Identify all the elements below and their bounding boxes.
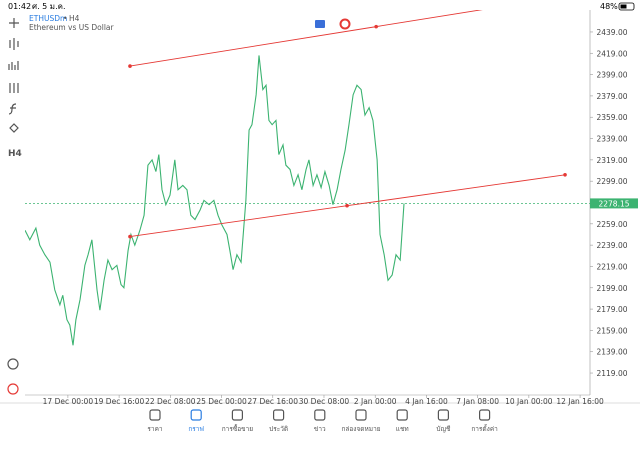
nav-label: ราคา — [147, 425, 162, 433]
y-tick-label: 2379.00 — [596, 92, 627, 101]
bottom-nav: ราคา กราฟ การซื้อขาย ประวัติ ข่าว กล่องจดหมาย… — [147, 409, 498, 433]
nav-label: กล่องจดหมาย — [341, 425, 380, 433]
nav-icon — [273, 409, 285, 421]
description: Ethereum vs US Dollar — [29, 23, 115, 32]
objects-tool[interactable] — [9, 123, 19, 133]
x-tick-label: 30 Dec 08:00 — [299, 397, 350, 406]
trendline-anchor — [128, 64, 132, 68]
price-tag — [590, 198, 638, 209]
nav-item[interactable]: การซื้อขาย — [222, 409, 253, 433]
nav-label: การซื้อขาย — [222, 424, 253, 433]
y-tick-label: 2399.00 — [596, 71, 627, 80]
trade-icon[interactable] — [315, 20, 325, 28]
status-battery: 48% — [600, 2, 618, 11]
timeframe: H4 — [69, 14, 80, 23]
function-tool[interactable] — [8, 103, 17, 115]
timeframe-button[interactable]: H4 — [8, 149, 22, 159]
trendline-anchor — [374, 24, 378, 29]
trendline-anchor — [345, 203, 349, 208]
y-tick-label: 2419.00 — [596, 49, 627, 58]
nav-item[interactable]: แชท — [396, 409, 409, 433]
nav-item[interactable]: กราฟ — [188, 409, 204, 433]
trendline-anchor — [563, 172, 567, 177]
y-tick-label: 2159.00 — [596, 326, 627, 335]
x-tick-label: 17 Dec 00:00 — [43, 397, 94, 406]
x-tick-label: 22 Dec 08:00 — [145, 397, 196, 406]
x-tick-label: 7 Jan 08:00 — [456, 397, 499, 406]
nav-icon — [396, 409, 408, 421]
trendline — [129, 10, 483, 67]
nav-item[interactable]: กล่องจดหมาย — [341, 409, 381, 433]
x-tick-label: 10 Jan 00:00 — [505, 397, 553, 406]
crosshair-tool[interactable] — [9, 18, 19, 28]
x-tick-label: 2 Jan 00:00 — [354, 397, 397, 406]
battery-level — [620, 4, 627, 9]
nav-label: บัญชี — [436, 425, 451, 433]
nav-label: กราฟ — [188, 425, 204, 433]
status-date: ศ. 5 ม.ค. — [32, 2, 66, 11]
y-tick-label: 2339.00 — [596, 135, 627, 144]
settings-tool[interactable] — [9, 83, 19, 93]
nav-icon — [355, 409, 367, 421]
y-tick-label: 2179.00 — [596, 305, 627, 314]
nav-label: การตั้งค่า — [471, 424, 498, 433]
nav-icon — [190, 409, 202, 421]
x-tick-label: 12 Jan 16:00 — [556, 397, 604, 406]
x-tick-label: 4 Jan 16:00 — [405, 397, 448, 406]
nav-icon — [479, 409, 491, 421]
y-tick-label: 2239.00 — [596, 241, 627, 250]
y-tick-label: 2299.00 — [596, 177, 627, 186]
plot — [25, 10, 590, 346]
nav-item[interactable]: บัญชี — [436, 409, 451, 433]
price-line — [25, 55, 405, 346]
price-tag-label: 2278.15 — [598, 199, 629, 208]
y-tick-label: 2139.00 — [596, 348, 627, 357]
nav-label: แชท — [396, 425, 409, 433]
y-tick-label: 2119.00 — [596, 369, 627, 378]
y-tick-label: 2219.00 — [596, 262, 627, 271]
battery-icon — [618, 2, 635, 11]
nav-icon — [231, 409, 243, 421]
search-tool[interactable] — [7, 358, 19, 370]
nav-icon — [314, 409, 326, 421]
y-tick-label: 2439.00 — [596, 28, 627, 37]
y-tick-label: 2199.00 — [596, 284, 627, 293]
nav-icon — [149, 409, 161, 421]
status-time: 01:42 — [8, 2, 31, 11]
nav-item[interactable]: การตั้งค่า — [471, 409, 498, 433]
chart-type-tool[interactable] — [9, 38, 19, 50]
x-tick-label: 19 Dec 16:00 — [94, 397, 145, 406]
brand-icon — [7, 383, 19, 395]
nav-label: ประวัติ — [269, 425, 288, 433]
y-tick-label: 2359.00 — [596, 113, 627, 122]
trendline-anchor — [128, 234, 132, 239]
indicator-tool[interactable] — [8, 61, 19, 70]
nav-label: ข่าว — [314, 425, 326, 433]
separator: • — [63, 14, 67, 23]
news-icon[interactable] — [339, 18, 351, 30]
x-tick-label: 27 Dec 16:00 — [248, 397, 299, 406]
x-tick-label: 25 Dec 00:00 — [196, 397, 247, 406]
nav-icon — [437, 409, 449, 421]
nav-item[interactable]: ประวัติ — [269, 409, 288, 433]
y-tick-label: 2259.00 — [596, 220, 627, 229]
nav-item[interactable]: ราคา — [147, 409, 163, 433]
left-toolbar — [7, 18, 19, 395]
nav-item[interactable]: ข่าว — [314, 409, 326, 433]
symbol[interactable]: ETHUSDm — [29, 14, 67, 23]
y-tick-label: 2319.00 — [596, 156, 627, 165]
